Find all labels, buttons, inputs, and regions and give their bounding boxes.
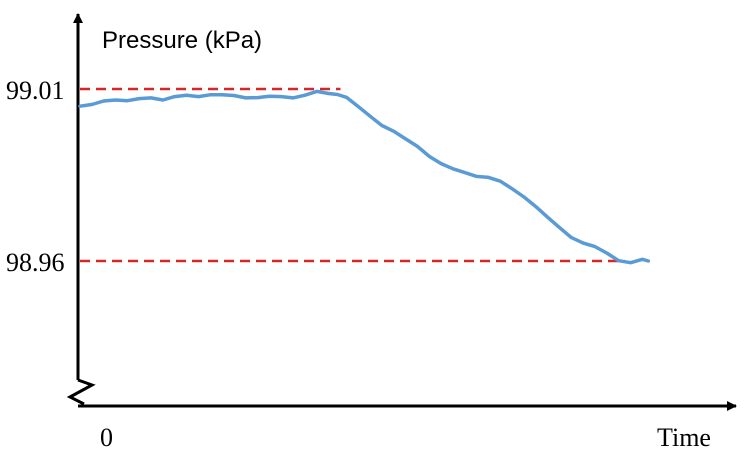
series-line-0	[78, 89, 651, 265]
x-axis-label: Time	[657, 423, 711, 452]
y-tick-labels: 99.01 98.96	[6, 76, 65, 277]
y-tick-label-0: 99.01	[6, 76, 65, 105]
x-tick-labels: 0	[100, 423, 113, 452]
series-layer	[78, 89, 651, 265]
reference-lines	[80, 87, 625, 263]
x-tick-label-0: 0	[100, 423, 113, 452]
y-axis-label: Pressure (kPa)	[102, 27, 262, 54]
y-axis-break-icon	[66, 378, 96, 406]
y-tick-label-1: 98.96	[6, 248, 65, 277]
